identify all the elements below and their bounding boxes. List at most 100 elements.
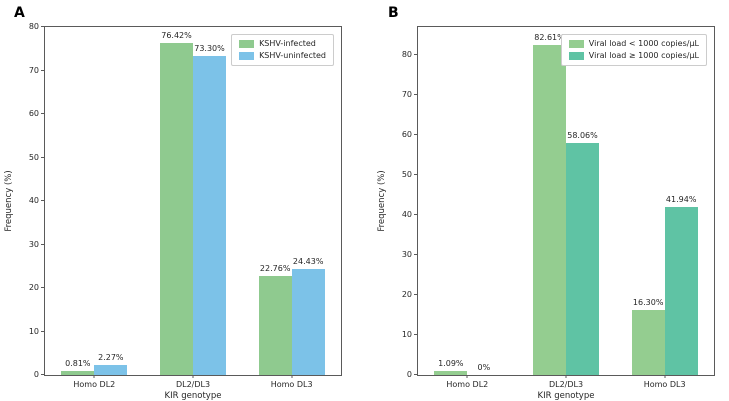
y-tick-label: 50 <box>401 170 412 179</box>
bar <box>566 142 599 375</box>
bar-value-label: 16.30% <box>632 297 664 307</box>
legend-swatch <box>239 40 255 48</box>
y-tick-label: 30 <box>28 239 39 249</box>
bar-slot: 73.30% <box>193 27 226 375</box>
y-tick-mark <box>41 243 44 245</box>
x-tick-mark <box>192 375 194 378</box>
bar <box>664 207 698 375</box>
x-tick-mark <box>565 375 567 378</box>
bar <box>193 56 226 375</box>
y-tick-mark <box>414 334 417 335</box>
y-tick-label: 40 <box>28 196 39 205</box>
y-tick-label: 20 <box>28 283 39 292</box>
bar-value-label: 41.94% <box>665 195 697 205</box>
y-tick-label: 70 <box>401 90 412 99</box>
legend-label: Viral load < 1000 copies/μL <box>588 39 699 48</box>
y-tick-mark <box>41 26 44 27</box>
x-tick-label: Homo DL3 <box>270 380 313 389</box>
legend-item: Viral load < 1000 copies/μL <box>568 39 699 48</box>
bar-slot: 82.61% <box>533 27 566 375</box>
bar-group: 76.42% 73.30% <box>144 27 243 375</box>
y-tick-mark <box>41 374 44 375</box>
x-tick-mark <box>466 375 468 378</box>
y-tick-label: 0 <box>406 370 412 379</box>
bar-value-label: 0% <box>477 363 491 372</box>
y-tick-label: 10 <box>401 330 412 339</box>
panel-b-label: B <box>388 5 399 21</box>
legend-label: Viral load ≥ 1000 copies/μL <box>588 51 699 60</box>
bar-value-label: 24.43% <box>292 256 324 266</box>
bar-slot: 76.42% <box>160 27 193 375</box>
x-axis-title: KIR genotype <box>164 391 222 401</box>
y-tick-mark <box>41 113 44 114</box>
y-tick-mark <box>414 54 417 55</box>
bar <box>61 371 95 375</box>
panel-a-label: A <box>14 5 25 21</box>
bar-group: 0.81% 2.27% <box>45 27 144 375</box>
legend-item: KSHV-uninfected <box>239 52 326 60</box>
x-tick-label: Homo DL3 <box>643 380 686 389</box>
y-tick-label: 10 <box>28 326 39 336</box>
y-tick-mark <box>414 374 417 375</box>
bar-group: 82.61% 58.06% <box>517 27 616 375</box>
bar-value-label: 2.27% <box>98 353 124 363</box>
x-tick-mark <box>664 375 666 378</box>
y-tick-mark <box>41 330 44 332</box>
x-tick-label: Homo DL2 <box>446 380 489 389</box>
bar-slot: 41.94% <box>664 27 698 375</box>
y-tick-mark <box>414 134 417 135</box>
bar-groups: 1.09% 0% 82.61% 58.06% 16.30% 41.94% <box>418 27 714 375</box>
y-tick-mark <box>414 294 417 295</box>
legend: KSHV-infected KSHV-uninfected <box>231 34 334 66</box>
y-tick-label: 50 <box>28 152 39 162</box>
x-tick-label: DL2/DL3 <box>175 380 211 389</box>
y-axis-title: Frequency (%) <box>377 170 387 232</box>
plot-area: Frequency (%) 0 10 20 30 40 50 60 70 80 1.09% 0% 8… <box>377 26 715 401</box>
bar-value-label: 58.06% <box>567 130 598 140</box>
bar-value-label: 22.76% <box>259 264 291 273</box>
bar-slot: 58.06% <box>566 27 599 375</box>
bar-slot: 2.27% <box>94 27 128 375</box>
y-tick-label: 80 <box>28 22 39 31</box>
x-tick-mark <box>291 375 293 378</box>
bar-value-label: 82.61% <box>534 32 565 42</box>
bar <box>291 268 325 375</box>
bar <box>160 42 193 375</box>
y-tick-label: 20 <box>401 290 412 299</box>
bar <box>94 365 128 375</box>
y-tick-label: 60 <box>401 130 412 139</box>
bar-value-label: 73.30% <box>194 44 225 54</box>
y-tick-label: 40 <box>401 210 412 219</box>
bar-slot: 24.43% <box>291 27 325 375</box>
bar-slot: 1.09% <box>434 27 468 375</box>
x-tick-label: DL2/DL3 <box>548 380 584 389</box>
bar <box>631 309 665 375</box>
legend-label: KSHV-infected <box>259 39 316 48</box>
y-tick-label: 60 <box>28 109 39 118</box>
legend-item: KSHV-infected <box>239 40 326 48</box>
x-tick-mark <box>93 375 95 378</box>
legend: Viral load < 1000 copies/μL Viral load ≥ … <box>560 34 707 66</box>
legend-swatch <box>568 52 584 60</box>
y-tick-mark <box>41 200 44 201</box>
bar-slot: 22.76% <box>258 27 292 375</box>
y-tick-label: 80 <box>401 50 412 59</box>
y-tick-mark <box>414 214 417 215</box>
bar <box>533 44 566 375</box>
y-tick-label: 0 <box>33 370 39 379</box>
y-tick-mark <box>414 254 417 255</box>
y-axis-title: Frequency (%) <box>4 170 14 232</box>
panel-b: B Frequency (%) 0 10 20 30 40 50 60 70 80 1.09% 0… <box>365 0 729 401</box>
bar-group: 16.30% 41.94% <box>615 27 714 375</box>
bar-slot: 16.30% <box>631 27 665 375</box>
y-tick-label: 30 <box>401 250 412 259</box>
y-tick-label: 70 <box>28 65 39 75</box>
y-tick-mark <box>41 69 44 71</box>
bar-value-label: 1.09% <box>438 358 464 368</box>
bar-group: 1.09% 0% <box>418 27 517 375</box>
panel-a: A Frequency (%) 0 10 20 30 40 50 60 70 80 0.81% 2… <box>0 0 364 401</box>
bar-value-label: 0.81% <box>65 359 91 369</box>
bar-slot: 0.81% <box>61 27 95 375</box>
legend-swatch <box>568 40 584 48</box>
